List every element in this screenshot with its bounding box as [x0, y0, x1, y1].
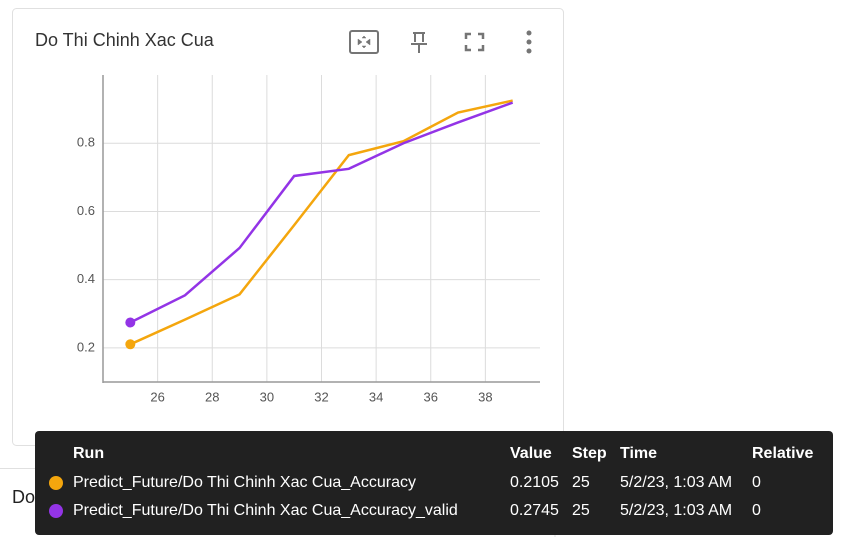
run-color-dot — [49, 504, 63, 518]
more-menu-button[interactable] — [526, 30, 532, 54]
run-relative: 0 — [752, 474, 761, 491]
y-tick-label: 0.8 — [77, 135, 95, 150]
run-step: 25 — [572, 474, 590, 491]
y-tick-label: 0.6 — [77, 203, 95, 218]
run-color-dot — [49, 476, 63, 490]
x-tick-label: 30 — [260, 389, 274, 404]
run-time: 5/2/23, 1:03 AM — [620, 502, 732, 519]
tooltip-header: Time — [620, 445, 657, 462]
run-relative: 0 — [752, 502, 761, 519]
tooltip-header: Step — [572, 445, 607, 462]
fullscreen-button[interactable] — [464, 32, 485, 52]
run-value: 0.2745 — [510, 502, 559, 519]
run-step: 25 — [572, 502, 590, 519]
hover-point — [125, 317, 136, 328]
tooltip-header: Run — [73, 445, 104, 462]
series-line — [129, 99, 513, 346]
tooltip-header: Value — [510, 445, 552, 462]
tooltip: Run Value Step Time Relative Predict_Future/D… — [35, 431, 833, 535]
x-tick-label: 26 — [150, 389, 164, 404]
run-name: Predict_Future/Do Thi Chinh Xac Cua_Accu… — [73, 474, 416, 491]
chart-card — [12, 8, 564, 446]
hover-point — [125, 339, 136, 350]
plot-area: 0.2 0.4 0.6 0.8 26 28 30 32 34 36 38 — [77, 75, 540, 404]
tooltip-box — [35, 431, 833, 535]
pin-button[interactable] — [411, 32, 427, 53]
fit-domain-button[interactable] — [349, 30, 379, 54]
x-tick-label: 28 — [205, 389, 219, 404]
run-name: Predict_Future/Do Thi Chinh Xac Cua_Accu… — [73, 502, 458, 519]
series-line — [129, 101, 514, 324]
y-tick-label: 0.4 — [77, 271, 95, 286]
x-tick-label: 34 — [369, 389, 383, 404]
run-value: 0.2105 — [510, 474, 559, 491]
chart-title: Do Thi Chinh Xac Cua — [35, 30, 215, 50]
run-time: 5/2/23, 1:03 AM — [620, 474, 732, 491]
x-tick-label: 32 — [314, 389, 328, 404]
x-tick-label: 36 — [424, 389, 438, 404]
y-tick-label: 0.2 — [77, 339, 95, 354]
x-tick-label: 38 — [478, 389, 492, 404]
tooltip-header: Relative — [752, 445, 813, 462]
